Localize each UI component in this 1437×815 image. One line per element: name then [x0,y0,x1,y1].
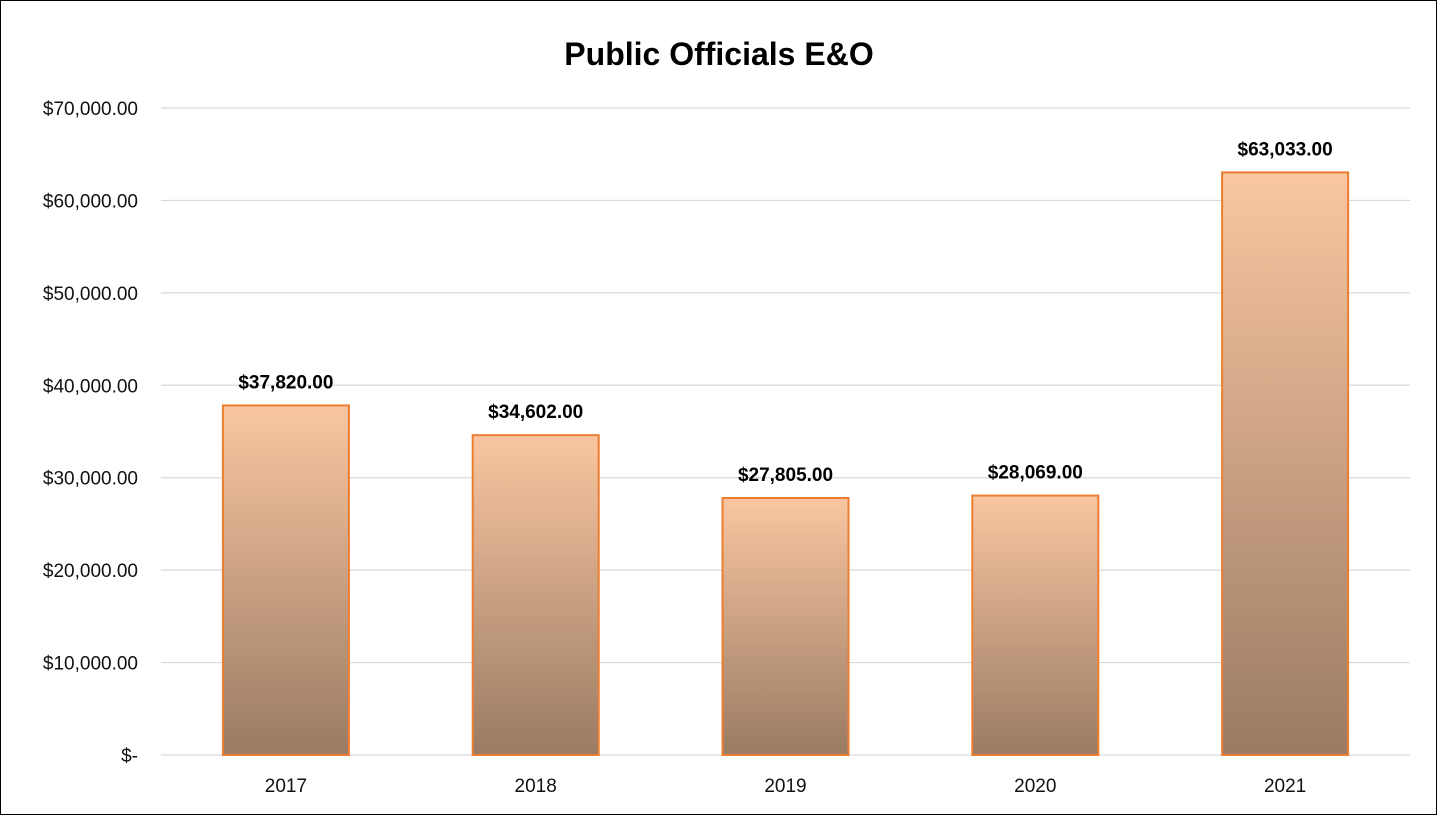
bars [221,171,1350,757]
x-axis-tick-labels: 2017 2018 2019 2020 2021 [265,776,1306,797]
data-label-2020: $28,069.00 [988,463,1083,484]
bar-2018 [471,434,600,756]
y-tick-label: $10,000.00 [43,654,138,675]
y-tick-label: $50,000.00 [43,284,138,305]
bar-2019 [721,497,850,756]
y-tick-label: $30,000.00 [43,469,138,490]
y-tick-label: $- [121,746,138,767]
x-tick-label: 2021 [1264,776,1306,797]
y-tick-label: $20,000.00 [43,561,138,582]
data-label-2018: $34,602.00 [488,402,583,423]
data-labels: $37,820.00 $34,602.00 $27,805.00 $28,069.00… [238,139,1332,486]
y-tick-label: $60,000.00 [43,191,138,212]
chart-title: Public Officials E&O [564,36,873,72]
x-tick-label: 2019 [764,776,806,797]
data-label-2019: $27,805.00 [738,465,833,486]
bar-2017 [221,404,350,756]
x-tick-label: 2017 [265,776,307,797]
bar-2020 [971,494,1100,756]
x-tick-label: 2018 [515,776,557,797]
x-tick-label: 2020 [1014,776,1056,797]
data-label-2021: $63,033.00 [1238,139,1333,160]
y-tick-label: $70,000.00 [43,99,138,120]
data-label-2017: $37,820.00 [238,372,333,393]
y-tick-label: $40,000.00 [43,376,138,397]
y-axis-tick-labels: $- $10,000.00 $20,000.00 $30,000.00 $40,000.… [43,99,138,767]
bar-2021 [1221,171,1350,757]
